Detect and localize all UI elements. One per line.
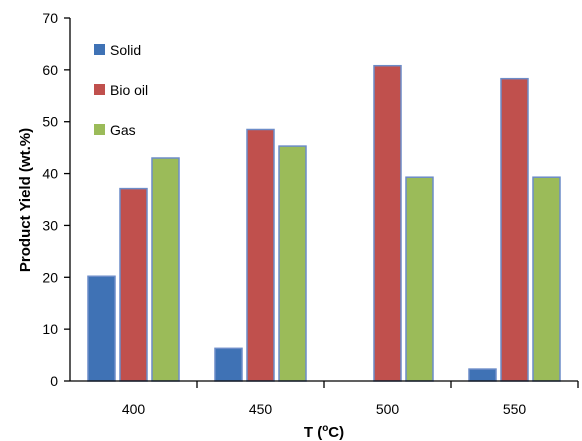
x-axis-title: T (oC): [304, 423, 344, 441]
legend: Solid Bio oil Gas: [94, 42, 148, 138]
bar-gas-500: [405, 176, 434, 382]
y-tick-label: 60: [42, 62, 58, 78]
x-tick-label: 450: [249, 401, 273, 417]
y-tick-label: 30: [42, 217, 58, 233]
legend-label: Solid: [110, 42, 141, 58]
x-axis-title-main: T (: [304, 424, 322, 441]
bar-solid-550: [468, 368, 497, 382]
bars-group: [87, 64, 561, 382]
bar-gas-450: [278, 145, 307, 382]
x-tick-label: 550: [503, 401, 527, 417]
y-tick-label: 0: [50, 373, 58, 389]
legend-swatch-gas: [94, 124, 105, 135]
x-axis-title-superscript: o: [322, 423, 328, 434]
legend-swatch-solid: [94, 44, 105, 55]
x-axis-title-tail: C): [328, 424, 344, 441]
y-tick-label: 70: [42, 10, 58, 26]
bar-solid-400: [87, 275, 116, 382]
y-axis-title: Product Yield (wt.%): [17, 128, 34, 272]
y-tick-label: 10: [42, 321, 58, 337]
bar-bio-oil-500: [373, 64, 402, 382]
legend-label: Gas: [110, 122, 136, 138]
bar-bio-oil-400: [119, 187, 148, 382]
x-tick-label: 400: [122, 401, 146, 417]
bar-solid-450: [214, 347, 243, 382]
bar-gas-550: [532, 176, 561, 382]
x-tick-label: 500: [376, 401, 400, 417]
x-ticks-group: 400 450 500 550: [122, 381, 579, 417]
legend-label: Bio oil: [110, 82, 148, 98]
bar-gas-400: [151, 157, 180, 382]
y-tick-label: 40: [42, 166, 58, 182]
y-ticks-group: 0 10 20 30 40 50 60 70: [42, 10, 70, 389]
legend-swatch-bio-oil: [94, 84, 105, 95]
bar-bio-oil-550: [500, 77, 529, 382]
y-tick-label: 50: [42, 114, 58, 130]
bar-bio-oil-450: [246, 128, 275, 382]
y-tick-label: 20: [42, 269, 58, 285]
